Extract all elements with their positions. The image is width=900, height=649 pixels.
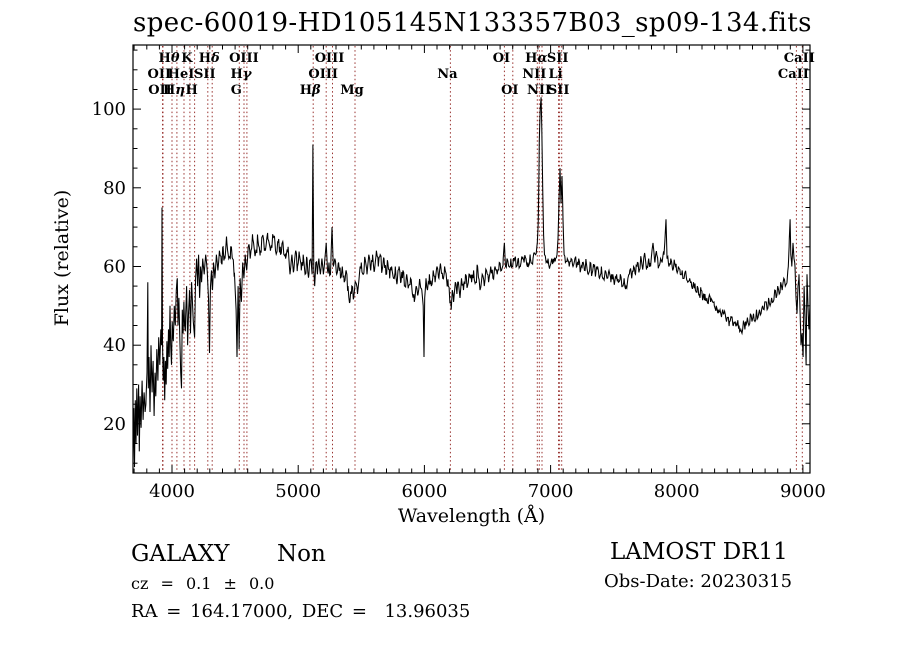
survey-label: LAMOST DR11 bbox=[610, 539, 788, 565]
spectrum-curve bbox=[133, 97, 810, 468]
axis-ticks bbox=[133, 45, 810, 473]
spectral-line-label: OI bbox=[493, 51, 510, 66]
spectral-line-label: H bbox=[185, 83, 197, 98]
y-tick-label: 40 bbox=[103, 335, 126, 356]
redshift-line: cz = 0.1 ± 0.0 bbox=[131, 574, 275, 593]
spectral-line-label: OII bbox=[148, 83, 172, 98]
spectral-line-label: Li bbox=[548, 67, 562, 82]
spectral-line-label: G bbox=[231, 83, 242, 98]
spectral-line-label: CaII bbox=[784, 51, 815, 66]
y-axis-label: Flux (relative) bbox=[51, 189, 73, 327]
spectral-line-label: OIII bbox=[315, 51, 345, 66]
x-tick-label: 6000 bbox=[401, 481, 447, 502]
spectral-line-label: OII bbox=[148, 67, 172, 82]
spectral-line-label: Hδ bbox=[199, 51, 220, 66]
x-axis-label: Wavelength (Å) bbox=[397, 505, 546, 527]
spectral-line-label: Hγ bbox=[231, 67, 253, 82]
spectral-line-label: SII bbox=[548, 83, 570, 98]
ra-dec-line: RA = 164.17000, DEC = 13.96035 bbox=[131, 601, 471, 622]
plot-frame bbox=[132, 44, 811, 474]
spectral-line-label: OIII bbox=[229, 51, 259, 66]
y-tick-label: 100 bbox=[92, 99, 126, 120]
spectral-line-label: OIII bbox=[308, 67, 338, 82]
spectral-line-label: Hθ bbox=[159, 51, 180, 66]
x-tick-label: 4000 bbox=[149, 481, 195, 502]
spectral-line-label: Mg bbox=[340, 83, 363, 98]
y-tick-label: 60 bbox=[103, 257, 126, 278]
y-tick-label: 80 bbox=[103, 178, 126, 199]
x-tick-label: 7000 bbox=[528, 481, 574, 502]
spectral-line-label: K bbox=[181, 51, 193, 66]
x-tick-label: 8000 bbox=[654, 481, 700, 502]
spectral-line-label: OI bbox=[501, 83, 518, 98]
spectral-line-label: SII bbox=[194, 67, 216, 82]
subclass-label: Non bbox=[277, 541, 326, 567]
obs-date-label: Obs-Date: 20230315 bbox=[604, 571, 793, 592]
x-tick-label: 5000 bbox=[275, 481, 321, 502]
spectral-line-label: CaII bbox=[778, 67, 809, 82]
y-tick-label: 20 bbox=[103, 414, 126, 435]
spectral-line-label: Hη bbox=[163, 83, 185, 98]
spectral-line-label: SII bbox=[547, 51, 569, 66]
spectral-line-markers bbox=[162, 46, 803, 472]
spectral-line-label: NII bbox=[527, 83, 551, 98]
spectral-line-label: Hβ bbox=[300, 83, 321, 98]
spectral-line-label: HeI bbox=[168, 67, 195, 82]
x-tick-label: 9000 bbox=[780, 481, 826, 502]
spectral-line-label: Na bbox=[437, 67, 458, 82]
tick-labels: 4000 5000 6000 7000 8000 9000 20 40 60 80 100 bbox=[92, 99, 826, 502]
spectral-line-label: NII bbox=[522, 67, 546, 82]
spectral-line-label: Hα bbox=[525, 51, 547, 66]
classification-label: GALAXY bbox=[131, 541, 230, 567]
page-title: spec-60019-HD105145N133357B03_sp09-134.f… bbox=[133, 8, 812, 38]
